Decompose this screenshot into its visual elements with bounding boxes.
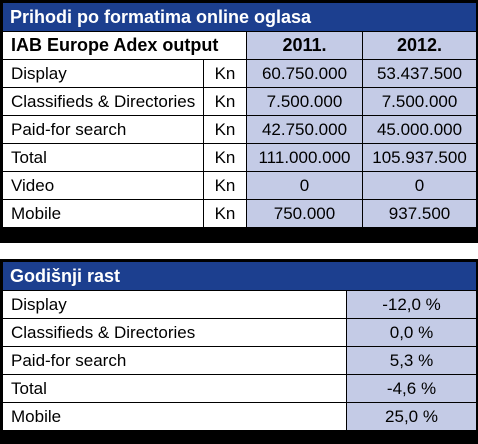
table-row: Display -12,0 %	[2, 290, 477, 319]
row-label: Total	[2, 143, 204, 172]
value-2011: 42.750.000	[246, 115, 363, 144]
value-2011: 750.000	[246, 199, 363, 228]
table-row: Mobile 25,0 %	[2, 402, 477, 431]
growth-value: 5,3 %	[346, 346, 477, 375]
value-2011: 60.750.000	[246, 59, 363, 88]
table-row: Display Kn 60.750.000 53.437.500	[2, 59, 478, 88]
table-row: Total Kn 111.000.000 105.937.500	[2, 143, 478, 172]
table-row: Mobile Kn 750.000 937.500	[2, 199, 478, 228]
row-unit: Kn	[203, 59, 247, 88]
table-row: Total -4,6 %	[2, 374, 477, 403]
row-label: Paid-for search	[2, 346, 347, 375]
table-row: Paid-for search 5,3 %	[2, 346, 477, 375]
row-label: Display	[2, 290, 347, 319]
row-label: Display	[2, 59, 204, 88]
row-label: Classifieds & Directories	[2, 87, 204, 116]
value-2012: 105.937.500	[361, 143, 478, 172]
row-label: Paid-for search	[2, 115, 204, 144]
row-unit: Kn	[203, 87, 247, 116]
growth-value: 0,0 %	[346, 318, 477, 347]
revenue-by-format-table: Prihodi po formatima online oglasa IAB E…	[1, 2, 478, 228]
table-row: Classifieds & Directories Kn 7.500.000 7…	[2, 87, 478, 116]
value-2012: 53.437.500	[361, 59, 478, 88]
value-2012: 937.500	[361, 199, 478, 228]
row-label: Total	[2, 374, 347, 403]
value-2011: 7.500.000	[246, 87, 363, 116]
value-2012: 45.000.000	[361, 115, 478, 144]
row-label: Classifieds & Directories	[2, 318, 347, 347]
year-header-2011: 2011.	[246, 31, 363, 60]
value-2012: 0	[361, 171, 478, 200]
table-row: Paid-for search Kn 42.750.000 45.000.000	[2, 115, 478, 144]
row-label: Mobile	[2, 199, 204, 228]
value-2011: 0	[246, 171, 363, 200]
table-title: Godišnji rast	[2, 261, 477, 291]
table-title: Prihodi po formatima online oglasa	[1, 2, 478, 32]
row-label: Video	[2, 171, 204, 200]
value-2012: 7.500.000	[361, 87, 478, 116]
row-unit: Kn	[203, 199, 247, 228]
growth-value: -12,0 %	[346, 290, 477, 319]
annual-growth-panel: Godišnji rast Display -12,0 % Classified…	[0, 259, 478, 444]
row-unit: Kn	[203, 171, 247, 200]
header-label: IAB Europe Adex output	[2, 31, 247, 60]
table-row: Classifieds & Directories 0,0 %	[2, 318, 477, 347]
row-unit: Kn	[203, 115, 247, 144]
value-2011: 111.000.000	[246, 143, 363, 172]
growth-value: 25,0 %	[346, 402, 477, 431]
growth-value: -4,6 %	[346, 374, 477, 403]
year-header-2012: 2012.	[361, 31, 478, 60]
row-label: Mobile	[2, 402, 347, 431]
annual-growth-table: Godišnji rast Display -12,0 % Classified…	[2, 261, 477, 431]
revenue-by-format-panel: Prihodi po formatima online oglasa IAB E…	[0, 0, 478, 243]
row-unit: Kn	[203, 143, 247, 172]
table-row: Video Kn 0 0	[2, 171, 478, 200]
